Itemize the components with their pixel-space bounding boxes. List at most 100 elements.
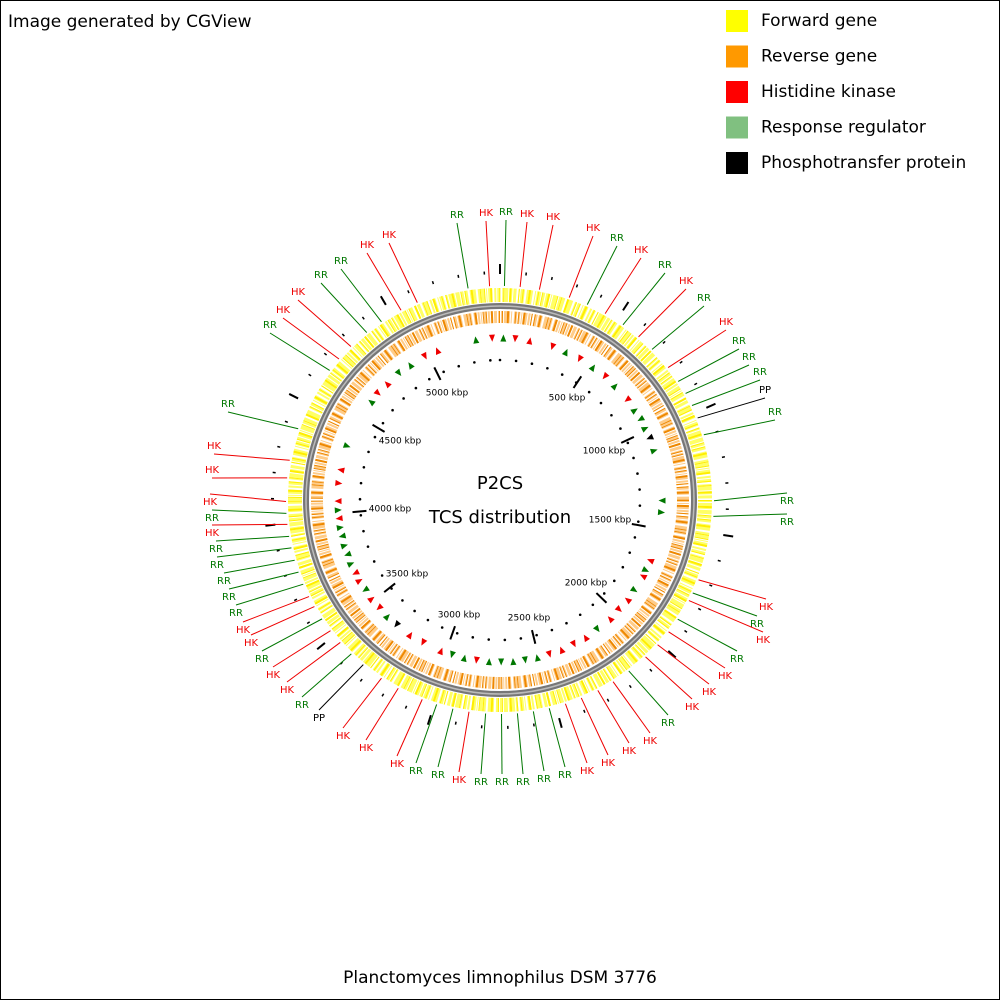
feature-label: RR bbox=[558, 770, 572, 781]
feature-label: RR bbox=[474, 777, 488, 788]
feature-marker bbox=[373, 388, 381, 396]
label-leader bbox=[503, 219, 507, 287]
feature-marker bbox=[382, 614, 390, 622]
legend-swatch bbox=[726, 81, 748, 103]
feature-marker bbox=[485, 658, 492, 666]
scale-dot bbox=[550, 628, 554, 632]
scale-major-tick bbox=[572, 375, 583, 389]
feature-marker bbox=[338, 532, 347, 539]
legend-swatch bbox=[726, 152, 748, 174]
feature-label: RR bbox=[450, 210, 464, 221]
feature-marker bbox=[334, 498, 342, 505]
label-leader bbox=[713, 492, 788, 502]
rings bbox=[288, 288, 712, 712]
scale-dot bbox=[455, 631, 459, 635]
feature-label: HK bbox=[203, 497, 218, 508]
ring-tick bbox=[341, 333, 345, 337]
label-leader bbox=[437, 708, 454, 768]
label-leader bbox=[568, 235, 594, 298]
feature-label: RR bbox=[255, 654, 269, 665]
label-leader bbox=[282, 317, 340, 360]
scale-dot bbox=[362, 529, 365, 533]
scale-dot bbox=[489, 359, 492, 362]
label-leader bbox=[342, 677, 382, 729]
scale-dot bbox=[546, 366, 549, 370]
scale-dot bbox=[414, 386, 418, 390]
feature-label: RR bbox=[409, 766, 423, 777]
scale-dot bbox=[626, 441, 630, 445]
feature-label: HK bbox=[276, 305, 291, 316]
feature-marker bbox=[592, 624, 600, 633]
ring-tick bbox=[308, 373, 312, 377]
feature-marker bbox=[394, 368, 402, 376]
feature-marker bbox=[602, 371, 610, 380]
feature-marker bbox=[640, 426, 649, 433]
ring-tick bbox=[697, 607, 702, 611]
scale-dot bbox=[636, 472, 639, 475]
label-leader bbox=[366, 252, 402, 311]
scale-dot bbox=[632, 456, 635, 460]
feature-label: HK bbox=[520, 209, 535, 220]
feature-marker bbox=[498, 658, 505, 666]
label-leader bbox=[651, 305, 705, 350]
scale-major-tick bbox=[372, 423, 386, 433]
ring-tick bbox=[323, 352, 328, 356]
ring-tick bbox=[454, 721, 457, 725]
legend-swatch bbox=[726, 45, 748, 68]
feature-marker bbox=[637, 414, 646, 422]
ring-tick bbox=[694, 382, 698, 386]
feature-marker bbox=[354, 578, 363, 586]
ring-tick bbox=[426, 714, 432, 726]
feature-label: HK bbox=[643, 736, 658, 747]
feature-marker bbox=[535, 654, 541, 662]
feature-marker bbox=[561, 348, 568, 357]
ring-tick bbox=[583, 709, 586, 713]
feature-label: RR bbox=[768, 407, 782, 418]
feature-marker bbox=[639, 574, 648, 581]
feature-label: RR bbox=[221, 399, 235, 410]
ring-tick bbox=[361, 316, 365, 320]
scale-label: 1000 kbp bbox=[583, 447, 626, 457]
scale-dot bbox=[391, 408, 394, 412]
ring-tick bbox=[379, 295, 387, 306]
scale-dot bbox=[514, 359, 518, 363]
scale-dot bbox=[637, 520, 640, 523]
feature-marker bbox=[473, 336, 480, 344]
label-leader bbox=[250, 606, 315, 636]
scale-dot bbox=[612, 579, 616, 583]
ring-tick bbox=[575, 284, 579, 288]
feature-marker bbox=[488, 334, 495, 342]
feature-marker bbox=[630, 408, 638, 415]
feature-label: RR bbox=[661, 718, 675, 729]
feature-label: HK bbox=[336, 731, 351, 742]
label-leader bbox=[228, 571, 299, 590]
scale-dot bbox=[628, 551, 632, 554]
ring-tick bbox=[276, 549, 280, 552]
feature-marker bbox=[344, 550, 352, 557]
scale-major-tick bbox=[631, 522, 646, 528]
label-leader bbox=[703, 419, 776, 436]
label-leader bbox=[564, 703, 588, 764]
center-title: P2CS bbox=[477, 473, 523, 494]
scale-dot bbox=[487, 638, 491, 641]
label-leader bbox=[657, 644, 710, 685]
label-leader bbox=[216, 547, 292, 558]
feature-label: RR bbox=[217, 576, 231, 587]
label-leader bbox=[697, 397, 766, 419]
scale-dot bbox=[519, 637, 523, 640]
feature-label: HK bbox=[205, 528, 220, 539]
feature-label: RR bbox=[314, 270, 328, 281]
legend-label: Phosphotransfer protein bbox=[761, 153, 966, 173]
label-leader bbox=[456, 222, 469, 289]
scale-dot bbox=[633, 536, 637, 539]
ring-tick bbox=[643, 322, 647, 327]
label-leader bbox=[286, 642, 341, 683]
ring-tick bbox=[404, 705, 408, 709]
scale-dot bbox=[413, 609, 416, 613]
ring-tick bbox=[431, 280, 435, 285]
feature-label: HK bbox=[452, 775, 467, 786]
feature-marker bbox=[421, 638, 428, 646]
feature-label: RR bbox=[209, 544, 223, 555]
feature-marker bbox=[650, 448, 658, 455]
